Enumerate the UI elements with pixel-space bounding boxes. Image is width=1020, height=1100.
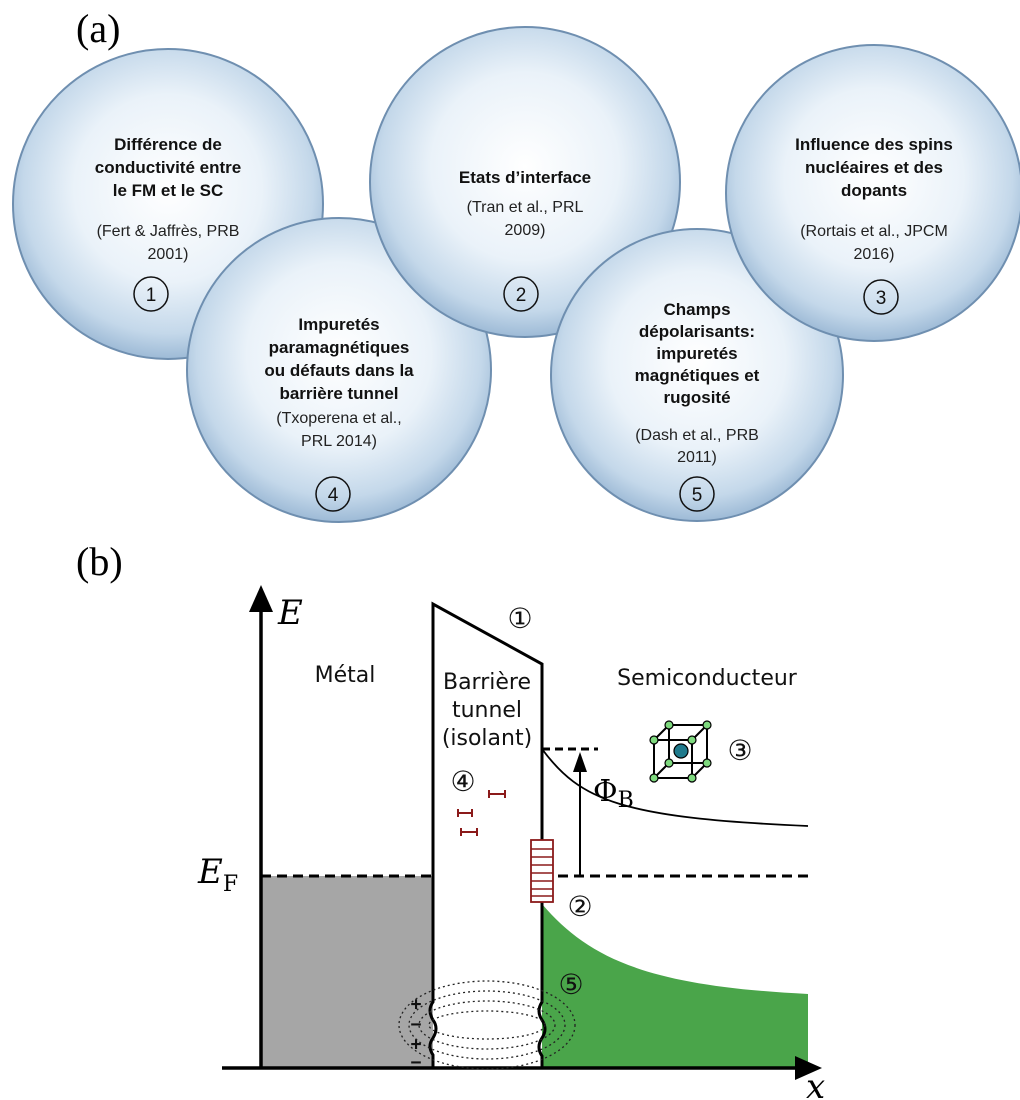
circle-4-title-line: barrière tunnel xyxy=(279,384,398,403)
circle-5-title-line: Champs xyxy=(663,300,730,319)
circle-3: Influence des spins nucléaires et des do… xyxy=(725,44,1020,342)
barrier-label-line: (isolant) xyxy=(442,726,532,751)
circle-4: Impuretés paramagnétiques ou défauts dan… xyxy=(186,217,492,523)
circle-4-title-line: Impuretés xyxy=(298,315,379,334)
position-axis-label: x xyxy=(806,1067,825,1100)
metal-barrier-interface xyxy=(428,940,438,1068)
circle-1-number: 1 xyxy=(146,285,157,306)
panel-b-label: (b) xyxy=(76,539,123,584)
barrier-height-arrowhead xyxy=(573,752,587,772)
conduction-band xyxy=(541,748,809,827)
barrier-label-line: Barrière xyxy=(443,670,531,695)
circle-2-title-line: Etats d’interface xyxy=(459,168,591,187)
circle-1-title-line: le FM et le SC xyxy=(113,181,224,200)
circle-4-number: 4 xyxy=(328,485,339,506)
charge-plus: + xyxy=(411,994,422,1015)
panel-a-label: (a) xyxy=(76,6,120,51)
circle-1-ref-line: (Fert & Jaffrès, PRB xyxy=(97,223,240,240)
lattice-cube-icon xyxy=(649,720,712,783)
fermi-level-label: EF xyxy=(197,852,238,897)
circle-5-title-line: dépolarisants: xyxy=(639,322,755,341)
circle-4-ref-line: PRL 2014) xyxy=(301,433,377,450)
circle-3-title-line: Influence des spins xyxy=(795,135,953,154)
circle-5-ref-line: 2011) xyxy=(677,449,717,466)
marker-3: ③ xyxy=(727,734,752,767)
marker-5: ⑤ xyxy=(558,968,583,1001)
circle-2-number: 2 xyxy=(516,285,527,306)
circle-5-number: 5 xyxy=(692,485,703,506)
charge-minus: − xyxy=(411,1052,422,1073)
metal-label: Métal xyxy=(315,663,376,688)
circle-5-title-line: impuretés xyxy=(656,344,737,363)
dipole-field-lines xyxy=(398,980,576,1070)
charge-plus: + xyxy=(411,1034,422,1055)
circle-4-ref-line: (Txoperena et al., xyxy=(276,410,401,427)
marker-4: ④ xyxy=(450,765,475,798)
circle-1-title-line: Différence de xyxy=(114,135,222,154)
circle-2-ref-line: (Tran et al., PRL xyxy=(467,199,584,216)
circle-2: Etats d’interface (Tran et al., PRL 2009… xyxy=(369,26,681,338)
interface-states xyxy=(530,839,554,903)
tunnel-barrier xyxy=(431,601,544,940)
circle-3-ref-line: 2016) xyxy=(854,246,895,263)
circle-3-title-line: nucléaires et des xyxy=(805,158,943,177)
circle-2-ref-line: 2009) xyxy=(505,222,546,239)
energy-axis-arrow xyxy=(249,585,273,612)
charge-minus: − xyxy=(411,1014,422,1035)
circle-1-title-line: conductivité entre xyxy=(95,158,241,177)
circle-4-title-line: ou défauts dans la xyxy=(264,361,414,380)
circle-5-ref-line: (Dash et al., PRB xyxy=(635,427,759,444)
circle-4-title-line: paramagnétiques xyxy=(269,338,410,357)
metal-region xyxy=(261,876,433,1068)
circle-3-ref-line: (Rortais et al., JPCM xyxy=(800,223,948,240)
circle-5-title-line: magnétiques et xyxy=(635,366,760,385)
barrier-label-line: tunnel xyxy=(452,698,522,723)
circle-1-ref-line: 2001) xyxy=(148,246,189,263)
marker-2: ② xyxy=(567,890,592,923)
circle-5: Champs dépolarisants: impuretés magnétiq… xyxy=(550,228,844,522)
barrier-defects xyxy=(457,790,506,836)
semiconductor-filled-band xyxy=(542,904,808,1068)
band-diagram: + − + − xyxy=(222,585,822,1080)
circle-3-title-line: dopants xyxy=(841,181,907,200)
barrier-height-label: ΦB xyxy=(593,774,634,813)
semiconductor-label: Semiconducteur xyxy=(617,666,798,691)
circles-group: Différence de conductivité entre le FM e… xyxy=(12,26,1020,523)
circle-3-number: 3 xyxy=(876,288,887,309)
marker-1: ① xyxy=(507,602,532,635)
circle-5-title-line: rugosité xyxy=(663,388,730,407)
position-axis-arrow xyxy=(795,1056,822,1080)
energy-axis-label: E xyxy=(277,593,303,633)
